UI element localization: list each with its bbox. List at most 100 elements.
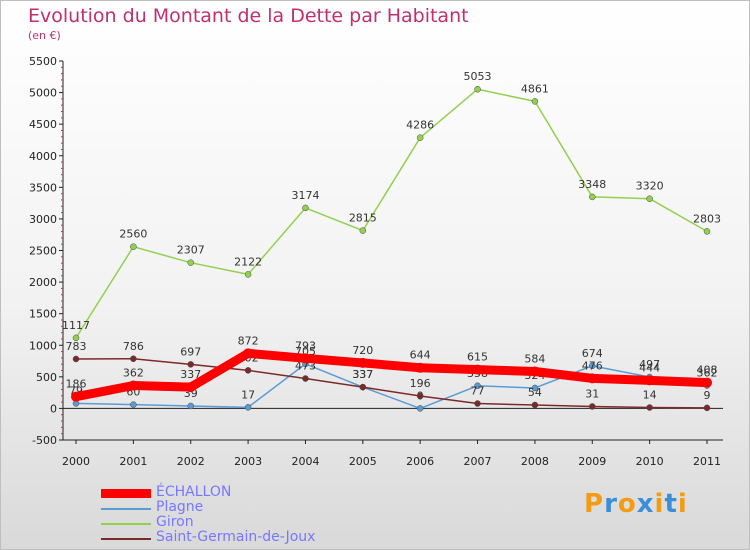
data-label: 2122 xyxy=(234,255,262,268)
data-label: 362 xyxy=(697,367,718,380)
proxiti-logo: Proxiti xyxy=(584,489,688,519)
legend-label: Saint-Germain-de-Joux xyxy=(156,529,316,545)
x-tick-label: 2007 xyxy=(464,455,492,468)
data-label: 337 xyxy=(180,368,201,381)
series-line-Giron xyxy=(75,88,708,339)
y-tick-label: 5000 xyxy=(29,87,57,100)
data-label: 615 xyxy=(467,351,488,364)
data-label: 337 xyxy=(352,368,373,381)
logo-letter: t xyxy=(664,489,678,519)
data-point xyxy=(185,382,196,393)
logo-letter: i xyxy=(677,489,688,519)
y-tick-label: 4500 xyxy=(29,118,57,131)
y-tick-label: 4000 xyxy=(29,150,57,163)
y-tick-label: -500 xyxy=(32,434,57,447)
data-label: 337 xyxy=(352,368,373,381)
data-label: 408 xyxy=(697,364,718,377)
data-label: 584 xyxy=(524,353,545,366)
data-label: 783 xyxy=(66,340,87,353)
data-label: 14 xyxy=(643,389,657,402)
data-label: 497 xyxy=(639,358,660,371)
data-point xyxy=(531,401,539,409)
x-tick-label: 2002 xyxy=(177,455,205,468)
data-point xyxy=(243,348,254,359)
data-point xyxy=(130,355,137,363)
data-point xyxy=(646,404,653,411)
logo-letter: o xyxy=(617,489,637,519)
x-tick-label: 2009 xyxy=(578,455,606,468)
data-label: 2560 xyxy=(119,228,147,241)
logo-letter: i xyxy=(654,489,665,519)
data-label: 362 xyxy=(123,367,144,380)
y-tick-label: 500 xyxy=(36,371,57,384)
data-label: 4861 xyxy=(521,82,549,95)
data-label: 674 xyxy=(582,347,603,360)
data-point xyxy=(529,366,540,377)
data-point xyxy=(415,362,426,373)
data-point xyxy=(474,382,481,390)
data-point xyxy=(589,403,596,410)
x-tick-label: 2001 xyxy=(119,455,147,468)
data-point xyxy=(72,334,80,342)
logo-letter: x xyxy=(636,489,655,519)
data-point xyxy=(472,364,483,375)
data-label: 2307 xyxy=(177,244,205,257)
data-label: 786 xyxy=(123,340,144,353)
logo-letter: r xyxy=(604,489,618,519)
data-point xyxy=(703,228,711,235)
data-label: 4286 xyxy=(406,119,434,132)
x-tick-label: 2006 xyxy=(406,455,434,468)
data-label: 1117 xyxy=(62,319,90,332)
data-point xyxy=(589,193,596,201)
data-label: 196 xyxy=(410,377,431,390)
x-tick-label: 2003 xyxy=(234,455,262,468)
legend-label: Plagne xyxy=(156,499,204,515)
data-point xyxy=(702,377,712,388)
data-label: 54 xyxy=(528,386,542,399)
data-point xyxy=(300,353,311,364)
data-label: 793 xyxy=(295,339,316,352)
legend-swatch xyxy=(101,538,151,540)
data-point xyxy=(187,402,194,410)
data-point xyxy=(357,357,368,368)
data-label: 2803 xyxy=(693,212,721,225)
chart-title: Evolution du Montant de la Dette par Hab… xyxy=(28,5,469,27)
data-point xyxy=(703,404,711,412)
data-point xyxy=(244,367,252,374)
x-tick-label: 2005 xyxy=(349,455,377,468)
chart-unit: (en €) xyxy=(28,29,61,42)
data-label: 872 xyxy=(238,334,259,347)
data-label: 9 xyxy=(704,389,711,402)
data-point xyxy=(646,195,653,202)
y-tick-label: 3000 xyxy=(29,213,57,226)
data-point xyxy=(589,362,596,370)
data-point xyxy=(72,355,80,363)
data-label: 5053 xyxy=(464,70,492,83)
data-label: 3174 xyxy=(291,189,319,202)
legend-label: Giron xyxy=(156,514,194,530)
data-point xyxy=(531,384,539,392)
data-point xyxy=(359,227,367,234)
data-point xyxy=(416,405,424,412)
data-label: 31 xyxy=(585,387,599,400)
data-label: 697 xyxy=(180,345,201,358)
legend-swatch xyxy=(101,508,151,510)
data-point xyxy=(474,400,481,407)
data-label: 720 xyxy=(352,344,373,357)
data-point xyxy=(474,85,481,93)
data-point xyxy=(531,98,539,105)
data-point xyxy=(359,383,367,391)
legend-label: ÉCHALLON xyxy=(156,484,232,500)
data-label: 186 xyxy=(66,378,87,391)
data-point xyxy=(130,243,137,250)
x-tick-label: 2000 xyxy=(62,455,90,468)
y-tick-label: 0 xyxy=(50,402,57,415)
data-label: 3320 xyxy=(636,180,664,193)
x-tick-label: 2011 xyxy=(693,455,721,468)
y-tick-label: 1000 xyxy=(29,339,57,352)
data-point xyxy=(416,392,424,400)
y-tick-label: 3500 xyxy=(29,181,57,194)
series-line-Plagne xyxy=(75,363,708,410)
